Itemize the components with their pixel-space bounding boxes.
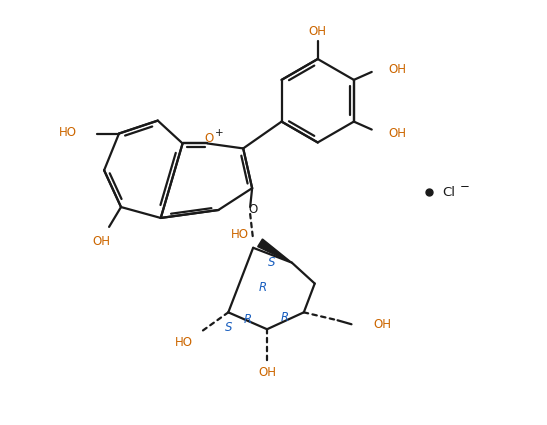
Text: O: O — [248, 203, 258, 215]
Text: R: R — [244, 313, 252, 326]
Text: OH: OH — [388, 127, 406, 140]
Text: S: S — [268, 256, 276, 269]
Text: +: + — [215, 128, 224, 138]
Text: HO: HO — [174, 336, 193, 348]
Text: OH: OH — [92, 235, 110, 248]
Text: Cl: Cl — [443, 186, 455, 198]
Text: HO: HO — [59, 126, 77, 139]
Text: −: − — [460, 180, 470, 193]
Text: R: R — [259, 281, 267, 294]
Text: S: S — [225, 321, 232, 334]
Text: O: O — [205, 132, 214, 145]
Text: HO: HO — [231, 228, 249, 241]
Text: R: R — [281, 311, 289, 324]
Text: OH: OH — [388, 63, 406, 76]
Text: OH: OH — [309, 25, 327, 38]
Polygon shape — [258, 239, 292, 263]
Text: OH: OH — [374, 318, 391, 331]
Text: OH: OH — [258, 366, 276, 380]
